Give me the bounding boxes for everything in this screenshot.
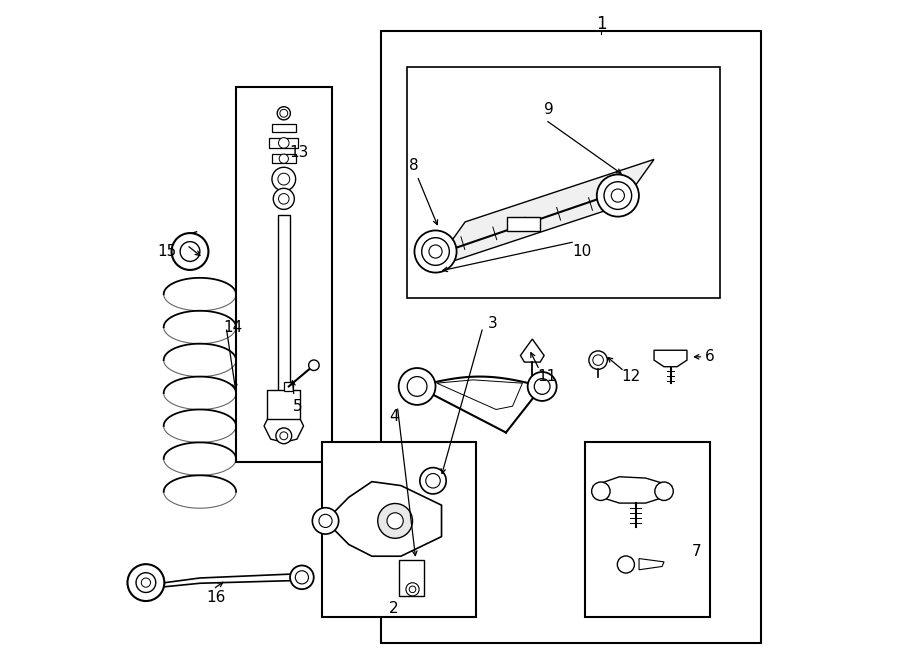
Circle shape <box>593 355 603 366</box>
Circle shape <box>278 173 290 185</box>
Bar <box>272 124 295 132</box>
Circle shape <box>136 572 156 592</box>
Text: 5: 5 <box>292 399 302 414</box>
Circle shape <box>128 564 165 601</box>
Polygon shape <box>639 559 664 570</box>
Text: 12: 12 <box>621 369 641 384</box>
Text: 16: 16 <box>207 590 226 605</box>
Circle shape <box>277 106 291 120</box>
Circle shape <box>406 583 419 596</box>
Circle shape <box>280 109 288 117</box>
Circle shape <box>290 565 314 589</box>
Text: 9: 9 <box>544 102 554 118</box>
Bar <box>236 87 331 462</box>
Polygon shape <box>654 350 687 367</box>
Circle shape <box>407 377 427 397</box>
Text: 6: 6 <box>705 349 715 364</box>
Circle shape <box>527 372 556 401</box>
Circle shape <box>415 231 456 272</box>
Circle shape <box>309 360 320 371</box>
Circle shape <box>655 482 673 500</box>
Text: 13: 13 <box>289 145 309 160</box>
Circle shape <box>611 189 625 202</box>
Circle shape <box>387 513 403 529</box>
Text: 10: 10 <box>572 244 591 259</box>
Circle shape <box>180 242 200 261</box>
Circle shape <box>141 578 150 587</box>
Circle shape <box>278 137 289 148</box>
Polygon shape <box>436 380 522 409</box>
Circle shape <box>274 188 294 210</box>
Bar <box>407 67 720 297</box>
Text: 11: 11 <box>538 369 557 384</box>
Circle shape <box>420 467 446 494</box>
Polygon shape <box>520 339 544 362</box>
Polygon shape <box>160 574 302 587</box>
Text: 1: 1 <box>596 15 607 34</box>
Circle shape <box>422 238 449 265</box>
Bar <box>507 217 540 231</box>
Bar <box>272 154 295 163</box>
Circle shape <box>399 368 436 405</box>
Circle shape <box>295 570 309 584</box>
Polygon shape <box>432 159 654 268</box>
Bar <box>321 442 476 617</box>
Text: 15: 15 <box>158 244 176 259</box>
Circle shape <box>276 428 292 444</box>
Circle shape <box>426 473 440 488</box>
Circle shape <box>429 245 442 258</box>
Circle shape <box>378 504 412 538</box>
Text: 7: 7 <box>692 543 702 559</box>
Circle shape <box>272 167 295 191</box>
Bar <box>269 138 298 147</box>
Circle shape <box>279 154 288 163</box>
Circle shape <box>319 514 332 527</box>
Text: 4: 4 <box>389 408 399 424</box>
Circle shape <box>617 556 634 573</box>
Circle shape <box>604 182 632 210</box>
Bar <box>585 442 710 617</box>
Circle shape <box>597 175 639 217</box>
Bar <box>284 383 292 391</box>
Circle shape <box>172 233 209 270</box>
Text: 14: 14 <box>223 320 242 334</box>
Circle shape <box>591 482 610 500</box>
Circle shape <box>535 379 550 395</box>
Circle shape <box>410 586 416 593</box>
Text: 8: 8 <box>409 159 419 173</box>
Text: 2: 2 <box>389 601 399 616</box>
Bar <box>381 31 761 643</box>
Text: 3: 3 <box>488 317 498 331</box>
Bar <box>278 215 290 393</box>
Bar <box>267 390 301 419</box>
Circle shape <box>589 351 608 369</box>
Polygon shape <box>593 477 672 503</box>
Polygon shape <box>326 482 442 556</box>
Circle shape <box>278 194 289 204</box>
Circle shape <box>280 432 288 440</box>
Circle shape <box>312 508 338 534</box>
Bar <box>400 560 425 596</box>
